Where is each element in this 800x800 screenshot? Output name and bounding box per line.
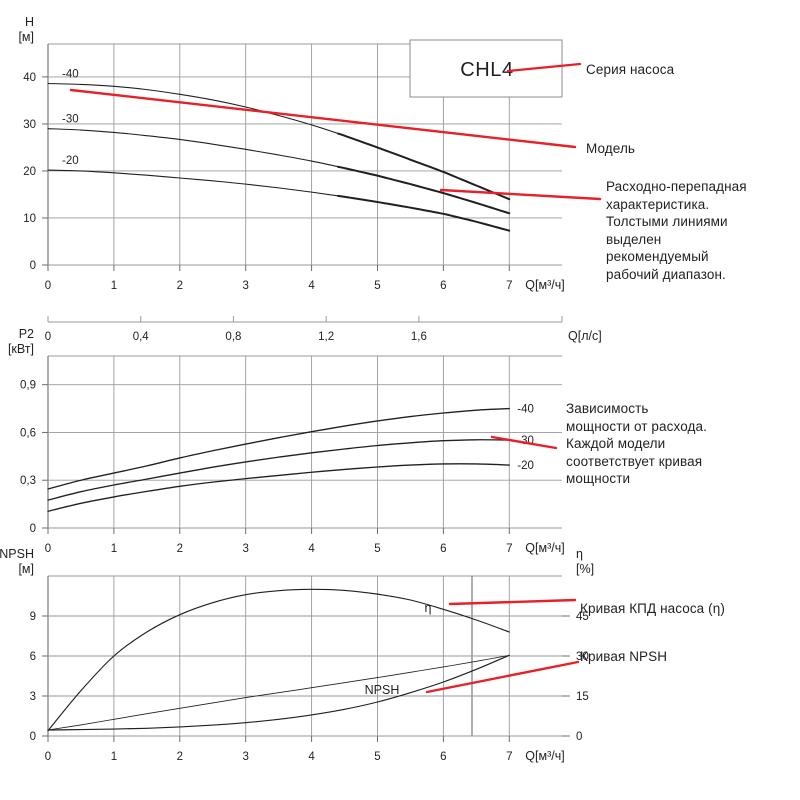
secondary-axis-tick-label: 1,6 [411, 331, 427, 343]
annotation-series: Серия насоса [586, 62, 675, 77]
npsh-xtick-label: 2 [177, 751, 183, 763]
leader-series [506, 62, 582, 73]
eff-yaxis-unit: [%] [576, 562, 594, 576]
head-curve--40 [47, 82, 510, 200]
power-curve--20 [47, 463, 510, 512]
power-xtick-label: 2 [177, 543, 183, 555]
power-xtick-label: 3 [242, 543, 248, 555]
head-xtick-label: 7 [506, 280, 512, 292]
head-xtick-label: 2 [177, 280, 183, 292]
secondary-axis-tick-label: 0,8 [225, 331, 241, 343]
npsh-xtick-label: 4 [308, 751, 315, 763]
secondary-axis-tick-label: 1,2 [318, 331, 334, 343]
eff-ytick-label: 45 [576, 611, 589, 623]
leader-efficiency [448, 598, 577, 606]
head-ytick-label: 30 [23, 119, 36, 131]
power-xtick-label: 0 [45, 543, 51, 555]
npsh-xtick-label: 6 [440, 751, 446, 763]
annotation-power: Зависимость мощности от расхода. Каждой … [566, 401, 707, 486]
power-xaxis-title: Q[м³/ч] [525, 541, 564, 555]
head-ytick-label: 0 [30, 260, 36, 272]
power-yaxis-unit: [кВт] [8, 342, 34, 356]
npsh-curve-NPSH [47, 654, 510, 731]
power-yaxis-title: P2 [19, 327, 34, 341]
npsh-ytick-label: 3 [30, 691, 36, 703]
power-xtick-label: 5 [374, 543, 380, 555]
eff-yaxis-title: η [576, 547, 583, 561]
head-curve-bold--20 [336, 194, 511, 232]
power-ytick-label: 0,3 [20, 475, 36, 487]
npsh-xtick-label: 0 [45, 751, 51, 763]
title-box-label: CHL4 [460, 59, 514, 81]
power-xtick-label: 4 [308, 543, 315, 555]
npsh-xtick-label: 1 [111, 751, 117, 763]
annotation-model: Модель [586, 141, 636, 156]
power-xtick-label: 1 [111, 543, 117, 555]
annotation-npsh: Кривая NPSH [580, 649, 668, 664]
head-curve--20 [47, 169, 510, 232]
head-yaxis-unit: [м] [18, 30, 34, 44]
npsh-ytick-label: 6 [30, 651, 36, 663]
annotation-flow-head: Расходно-перепадная характеристика. Толс… [606, 179, 747, 282]
secondary-axis-tick-label: 0,4 [133, 331, 150, 343]
power-xtick-label: 6 [440, 543, 446, 555]
annotation-efficiency: Кривая КПД насоса (η) [580, 601, 725, 616]
head-curve-bold--40 [336, 132, 511, 201]
npsh-yaxis-title: NPSH [0, 547, 34, 561]
npsh-curve-npsh-upper [47, 654, 510, 731]
leader-model [69, 88, 577, 149]
npsh-xtick-label: 3 [242, 751, 248, 763]
secondary-axis-title: Q[л/с] [568, 329, 602, 343]
head-xtick-label: 5 [374, 280, 380, 292]
power-ytick-label: 0,9 [20, 380, 36, 392]
leader-flow-head [439, 188, 602, 201]
power-curve--40 [47, 407, 510, 490]
power-curve--30 [47, 439, 510, 501]
npsh-curve-η [47, 588, 510, 732]
eff-ytick-label: 30 [576, 651, 589, 663]
secondary-axis-tick-label: 0 [45, 331, 51, 343]
npsh-xtick-label: 5 [374, 751, 380, 763]
power-xtick-label: 7 [506, 543, 512, 555]
npsh-ytick-label: 9 [30, 611, 36, 623]
npsh-yaxis-unit: [м] [18, 562, 34, 576]
head-xaxis-title: Q[м³/ч] [525, 278, 564, 292]
leader-npsh [425, 660, 580, 694]
eff-ytick-label: 15 [576, 691, 589, 703]
power-ytick-label: 0 [30, 523, 36, 535]
npsh-xaxis-title: Q[м³/ч] [525, 749, 564, 763]
power-curve-label--40: -40 [517, 404, 534, 416]
npsh-xtick-label: 7 [506, 751, 512, 763]
head-ytick-label: 40 [23, 72, 36, 84]
eff-ytick-label: 0 [576, 731, 582, 743]
head-curve-label--20: -20 [62, 155, 79, 167]
head-xtick-label: 1 [111, 280, 117, 292]
head-xtick-label: 4 [308, 280, 315, 292]
power-curve-label--20: -20 [517, 460, 534, 472]
head-xtick-label: 3 [242, 280, 248, 292]
head-yaxis-title: H [25, 15, 34, 29]
head-ytick-label: 10 [23, 213, 36, 225]
leader-power [490, 435, 558, 450]
power-ytick-label: 0,6 [20, 427, 36, 439]
head-curve-label--40: -40 [62, 68, 79, 80]
eff-curve-label: η [425, 601, 432, 615]
head-curve-label--30: -30 [62, 114, 79, 126]
head-curve-bold--30 [336, 165, 511, 215]
head-xtick-label: 0 [45, 280, 51, 292]
head-xtick-label: 6 [440, 280, 446, 292]
head-ytick-label: 20 [23, 166, 36, 178]
npsh-curve-label: NPSH [365, 683, 400, 697]
npsh-ytick-label: 0 [30, 731, 36, 743]
